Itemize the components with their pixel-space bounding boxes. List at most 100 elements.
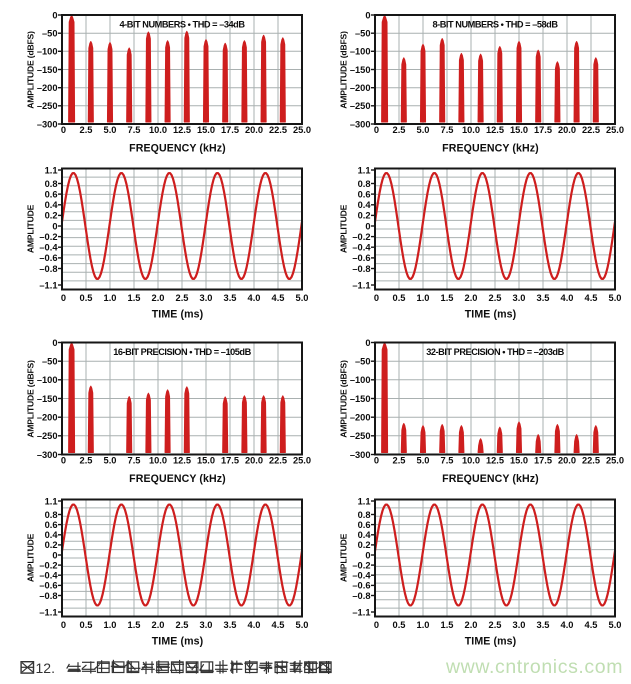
svg-text:0: 0 [374,293,379,303]
svg-text:–0.2: –0.2 [352,232,370,242]
svg-text:0.6: 0.6 [358,520,371,530]
svg-text:15.0: 15.0 [510,456,528,466]
svg-text:0.5: 0.5 [80,620,93,630]
svg-text:0: 0 [52,10,57,20]
svg-text:5.0: 5.0 [104,125,117,135]
svg-text:2.5: 2.5 [393,125,406,135]
svg-text:1.5: 1.5 [441,293,454,303]
svg-text:25.0: 25.0 [293,456,311,466]
svg-text:0.6: 0.6 [45,189,58,199]
svg-text:1.5: 1.5 [128,620,141,630]
svg-text:7.5: 7.5 [128,456,141,466]
svg-text:2.5: 2.5 [176,293,189,303]
svg-text:0: 0 [52,550,57,560]
svg-text:–50: –50 [355,29,371,39]
svg-text:–100: –100 [37,47,58,57]
svg-text:–0.4: –0.4 [352,571,371,581]
svg-text:1.1: 1.1 [358,496,371,506]
svg-text:–0.4: –0.4 [39,243,58,253]
svg-text:–0.6: –0.6 [39,581,57,591]
svg-text:–150: –150 [37,394,58,404]
svg-text:–0.6: –0.6 [352,581,370,591]
svg-text:5.0: 5.0 [417,456,430,466]
svg-text:12.: 12. [36,660,55,676]
svg-text:4.0: 4.0 [561,620,574,630]
svg-text:3.5: 3.5 [224,620,237,630]
svg-text:5.0: 5.0 [609,293,622,303]
svg-text:20.0: 20.0 [558,456,576,466]
svg-text:7.5: 7.5 [441,456,454,466]
svg-text:0: 0 [374,456,379,466]
svg-text:0: 0 [374,125,379,135]
svg-text:4.5: 4.5 [272,620,285,630]
svg-text:0.5: 0.5 [80,293,93,303]
svg-text:–100: –100 [37,375,58,385]
svg-text:–0.4: –0.4 [39,571,58,581]
svg-text:FREQUENCY (kHz): FREQUENCY (kHz) [129,143,226,155]
svg-text:AMPLITUDE (dBFS): AMPLITUDE (dBFS) [339,31,349,109]
svg-text:3.0: 3.0 [513,620,526,630]
svg-text:–0.2: –0.2 [39,232,57,242]
svg-text:1.1: 1.1 [45,165,58,175]
svg-text:1.1: 1.1 [45,496,58,506]
svg-text:0.5: 0.5 [393,293,406,303]
svg-text:–0.4: –0.4 [352,243,371,253]
svg-text:–200: –200 [37,83,58,93]
svg-text:2.0: 2.0 [152,620,165,630]
svg-text:2.0: 2.0 [465,620,478,630]
svg-text:0: 0 [52,221,57,231]
svg-text:www.cntronics.com: www.cntronics.com [445,656,623,678]
svg-text:25.0: 25.0 [606,456,624,466]
svg-text:12.5: 12.5 [173,125,191,135]
svg-text:15.0: 15.0 [197,125,215,135]
svg-text:0.8: 0.8 [45,510,58,520]
svg-text:0: 0 [61,125,66,135]
svg-text:12.5: 12.5 [173,456,191,466]
svg-text:0: 0 [61,456,66,466]
svg-text:–0.8: –0.8 [352,264,370,274]
svg-text:–150: –150 [350,394,371,404]
svg-text:0: 0 [365,338,370,348]
svg-text:–0.6: –0.6 [39,253,57,263]
svg-text:1.5: 1.5 [441,620,454,630]
svg-text:2.5: 2.5 [176,620,189,630]
svg-text:4-BIT NUMBERS • THD = –34dB: 4-BIT NUMBERS • THD = –34dB [119,20,245,30]
svg-text:0.4: 0.4 [358,200,372,210]
svg-text:10.0: 10.0 [462,456,480,466]
svg-text:–300: –300 [350,450,371,460]
svg-text:FREQUENCY (kHz): FREQUENCY (kHz) [129,473,226,485]
svg-text:20.0: 20.0 [245,125,263,135]
svg-text:–50: –50 [355,357,371,367]
svg-text:–0.8: –0.8 [39,591,57,601]
svg-text:0: 0 [365,221,370,231]
svg-text:1.5: 1.5 [128,293,141,303]
svg-text:0: 0 [365,10,370,20]
svg-text:0.2: 0.2 [45,540,58,550]
svg-text:10.0: 10.0 [462,125,480,135]
svg-text:–1.1: –1.1 [39,607,57,617]
svg-text:2.5: 2.5 [393,456,406,466]
svg-text:–50: –50 [42,29,58,39]
svg-text:16-BIT PRECISION • THD = –105d: 16-BIT PRECISION • THD = –105dB [113,347,251,357]
svg-text:2.5: 2.5 [80,456,93,466]
svg-text:–250: –250 [350,101,371,111]
svg-text:2.0: 2.0 [465,293,478,303]
svg-text:4.0: 4.0 [248,620,261,630]
svg-text:3.5: 3.5 [537,293,550,303]
svg-text:1.0: 1.0 [417,293,430,303]
svg-text:1.0: 1.0 [417,620,430,630]
svg-text:5.0: 5.0 [104,456,117,466]
svg-text:1.0: 1.0 [104,293,117,303]
svg-text:–1.1: –1.1 [352,280,370,290]
svg-text:–200: –200 [350,83,371,93]
svg-text:TIME (ms): TIME (ms) [465,636,517,648]
svg-text:–150: –150 [37,65,58,75]
svg-text:–100: –100 [350,47,371,57]
svg-text:FREQUENCY (kHz): FREQUENCY (kHz) [442,143,539,155]
svg-text:3.0: 3.0 [200,620,213,630]
svg-text:0: 0 [374,620,379,630]
svg-text:25.0: 25.0 [293,125,311,135]
svg-text:12.5: 12.5 [486,125,504,135]
svg-text:5.0: 5.0 [609,620,622,630]
svg-text:–250: –250 [37,431,58,441]
